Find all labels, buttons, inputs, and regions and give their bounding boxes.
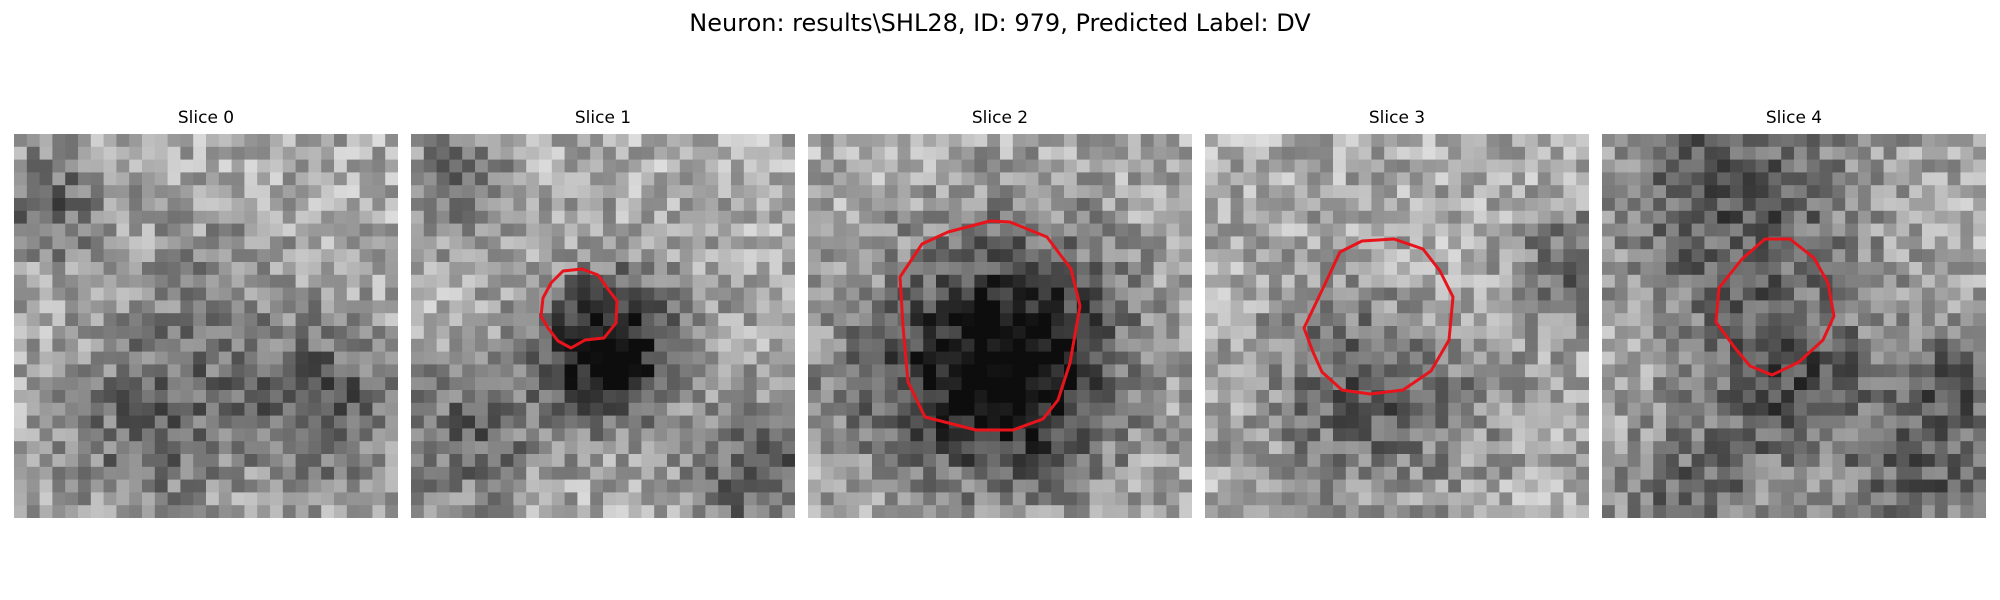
slice-image-1 <box>411 134 795 518</box>
slice-panel-4: Slice 4 <box>1602 106 1986 518</box>
roi-contour-1 <box>539 267 619 350</box>
slice-panel-0: Slice 0 <box>14 106 398 518</box>
slice-image-4 <box>1602 134 1986 518</box>
slice-title-3: Slice 3 <box>1368 108 1426 128</box>
roi-contour-2 <box>898 219 1082 432</box>
slice-texture-3 <box>1205 134 1589 518</box>
slice-texture-0 <box>14 134 398 518</box>
slice-image-3 <box>1205 134 1589 518</box>
slice-title-4: Slice 4 <box>1765 108 1823 128</box>
slice-texture-1 <box>411 134 795 518</box>
slice-texture-2 <box>808 134 1192 518</box>
slice-image-2 <box>808 134 1192 518</box>
slice-title-1: Slice 1 <box>574 108 632 128</box>
slice-panel-1: Slice 1 <box>411 106 795 518</box>
slice-panel-3: Slice 3 <box>1205 106 1589 518</box>
roi-contour-4 <box>1714 237 1836 377</box>
slice-title-2: Slice 2 <box>971 108 1029 128</box>
figure-title: Neuron: results\SHL28, ID: 979, Predicte… <box>689 9 1311 37</box>
slice-title-0: Slice 0 <box>177 108 235 128</box>
slice-texture-4 <box>1602 134 1986 518</box>
slice-image-0 <box>14 134 398 518</box>
slice-panel-2: Slice 2 <box>808 106 1192 518</box>
roi-contour-3 <box>1302 237 1455 396</box>
